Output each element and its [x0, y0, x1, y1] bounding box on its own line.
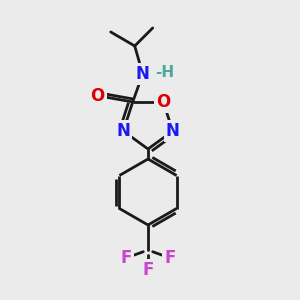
- Text: N: N: [166, 122, 180, 140]
- Text: -H: -H: [155, 65, 174, 80]
- Text: F: F: [142, 261, 154, 279]
- Text: F: F: [120, 249, 132, 267]
- Text: O: O: [156, 93, 170, 111]
- Text: N: N: [116, 122, 130, 140]
- Text: O: O: [91, 87, 105, 105]
- Text: N: N: [136, 65, 150, 83]
- Text: F: F: [164, 249, 176, 267]
